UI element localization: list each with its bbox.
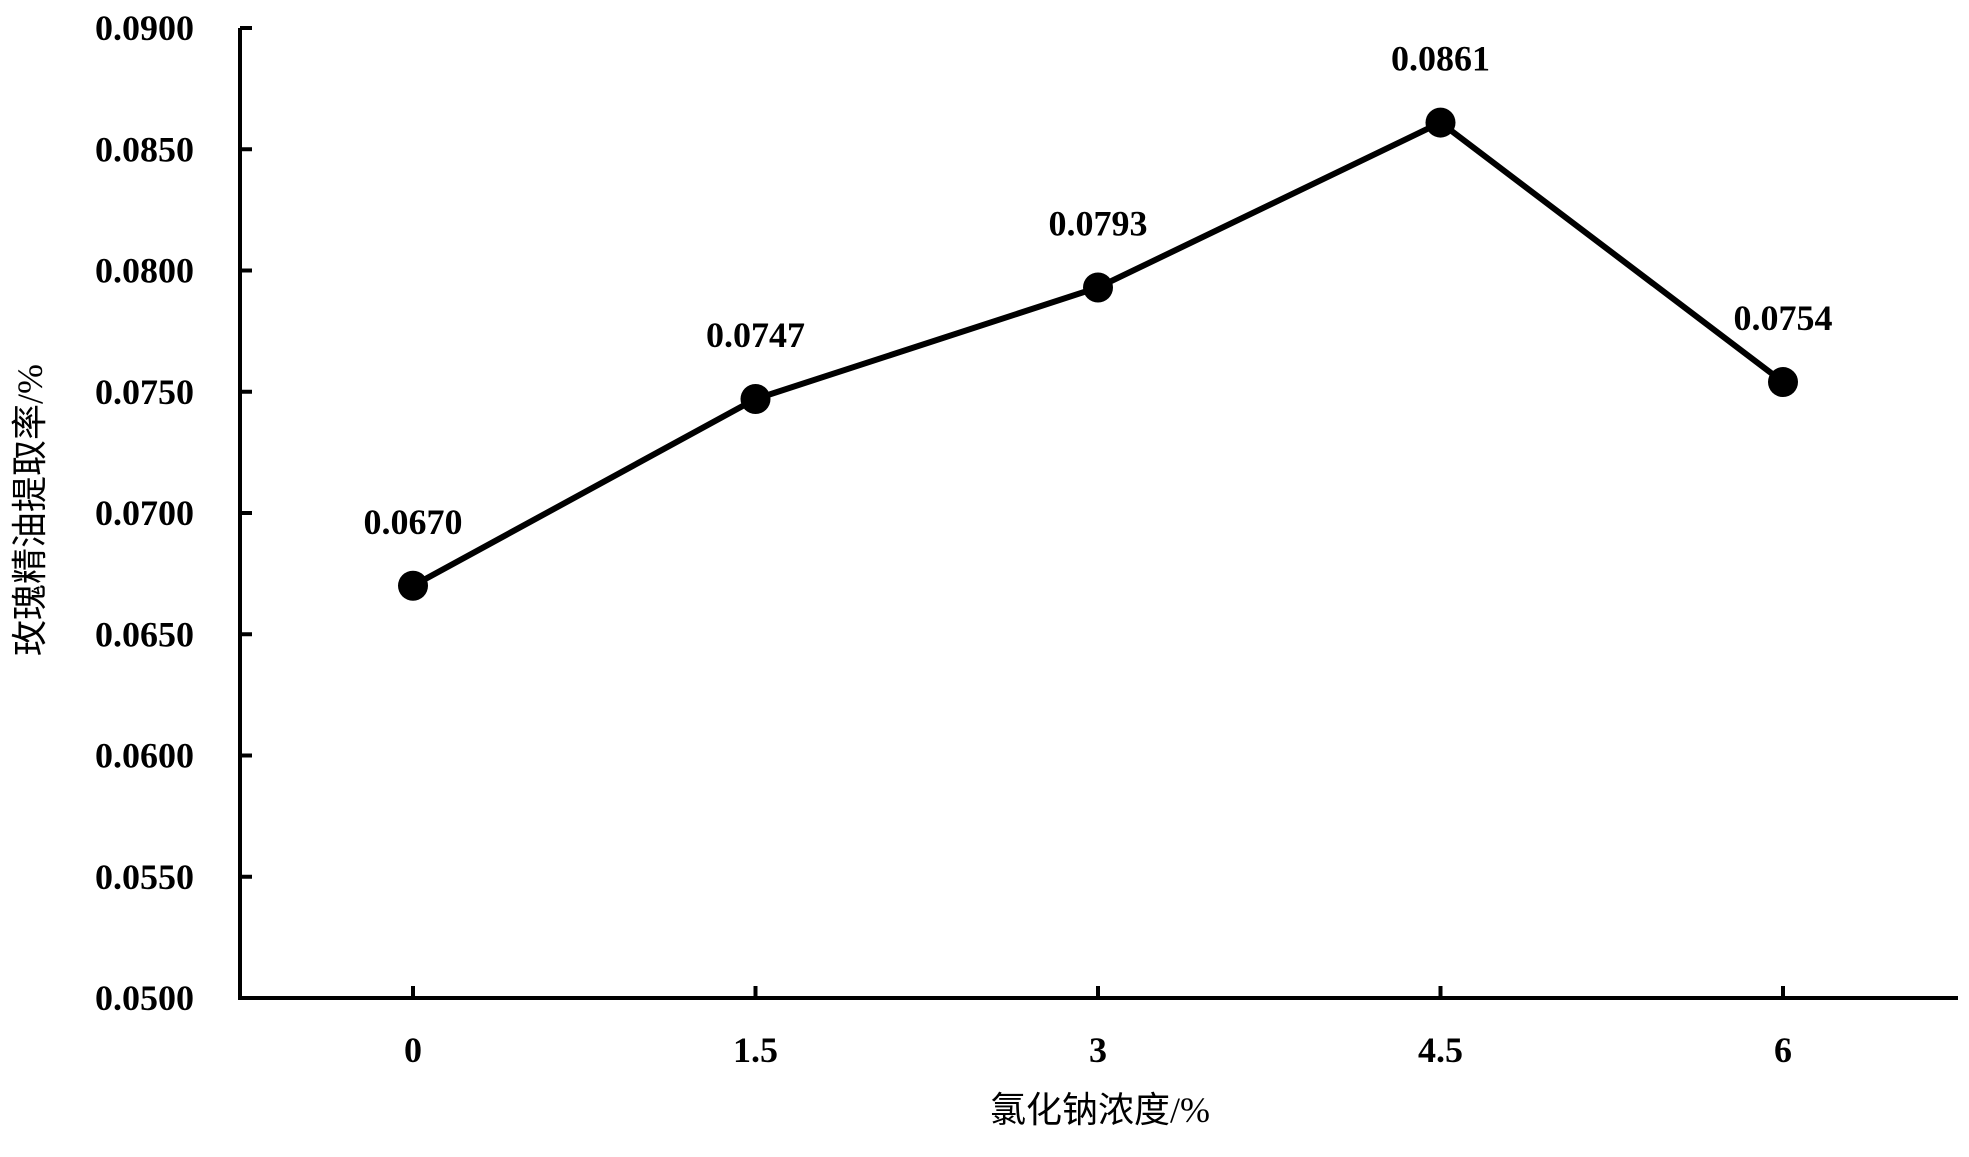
x-tick-label: 3 — [1089, 1030, 1107, 1070]
data-labels: 0.0670 0.0747 0.0793 0.0861 0.0754 — [364, 39, 1833, 542]
series-line — [411, 119, 1785, 589]
y-tick-label: 0.0650 — [95, 614, 194, 654]
x-tick-label: 0 — [404, 1030, 422, 1070]
x-tick-label: 4.5 — [1418, 1030, 1463, 1070]
data-point — [398, 570, 428, 601]
axes — [238, 28, 1958, 1000]
data-label: 0.0670 — [364, 502, 463, 542]
x-tick-label: 6 — [1774, 1030, 1792, 1070]
y-tick-label: 0.0900 — [95, 8, 194, 48]
data-point — [1425, 107, 1456, 138]
data-label: 0.0793 — [1049, 203, 1148, 243]
data-label: 0.0861 — [1391, 39, 1490, 79]
y-tick-label: 0.0700 — [95, 493, 194, 533]
y-tick-label: 0.0800 — [95, 251, 194, 291]
x-axis-ticks: 0 1.5 3 4.5 6 — [404, 986, 1792, 1070]
y-tick-label: 0.0750 — [95, 372, 194, 412]
x-tick-label: 1.5 — [733, 1030, 778, 1070]
data-label: 0.0747 — [706, 315, 805, 355]
series-group — [398, 107, 1798, 601]
x-axis-title: 氯化钠浓度/% — [990, 1090, 1210, 1130]
data-point — [1083, 272, 1113, 303]
y-axis-ticks: 0.0500 0.0550 0.0600 0.0650 0.0700 0.0750 0.08… — [95, 8, 252, 1018]
y-axis-title: 玫瑰精油提取率/% — [10, 364, 50, 656]
y-tick-label: 0.0600 — [95, 736, 194, 776]
y-tick-label: 0.0550 — [95, 857, 194, 897]
data-label: 0.0754 — [1734, 298, 1833, 338]
y-tick-label: 0.0500 — [95, 978, 194, 1018]
data-point — [740, 384, 771, 415]
y-tick-label: 0.0850 — [95, 129, 194, 169]
data-point — [1768, 367, 1798, 398]
